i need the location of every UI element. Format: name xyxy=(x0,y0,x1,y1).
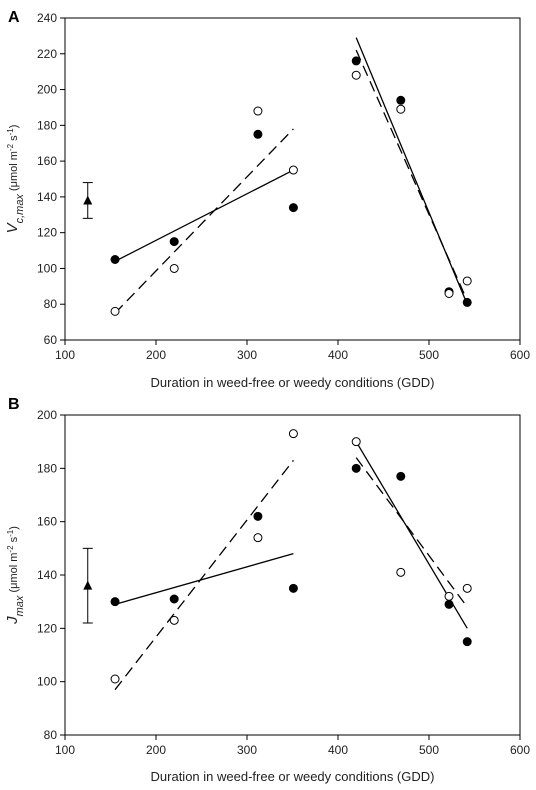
y-axis-title-part: max xyxy=(14,595,26,616)
panel-letter: B xyxy=(8,396,20,413)
point-open xyxy=(444,591,454,601)
point-filled xyxy=(462,637,472,647)
y-axis-title-part: ) xyxy=(8,526,20,530)
panel-b: 100 200 300 400 500 60080100120140160180200BD… xyxy=(4,396,530,784)
x-tick-label: 300 xyxy=(237,743,257,757)
x-tick-label: 300 xyxy=(237,348,257,362)
plot-frame xyxy=(64,414,521,736)
x-tick-label: 200 xyxy=(146,348,166,362)
point-filled xyxy=(351,463,361,473)
x-tick-label: 600 xyxy=(510,348,530,362)
point-filled xyxy=(110,597,120,607)
y-axis-title: Jmax (μmol m-2 s-1) xyxy=(4,526,26,625)
point-open xyxy=(253,106,263,116)
point-open xyxy=(110,306,120,316)
y-tick-label: 140 xyxy=(37,568,57,582)
y-tick-label: 180 xyxy=(37,461,57,475)
point-open xyxy=(462,583,472,593)
y-tick-label: 220 xyxy=(37,47,57,61)
point-filled xyxy=(288,583,298,593)
x-tick-label: 600 xyxy=(510,743,530,757)
point-filled xyxy=(169,594,179,604)
point-open xyxy=(351,70,361,80)
x-axis-title: Duration in weed-free or weedy condition… xyxy=(151,375,435,390)
reference-triangle xyxy=(83,195,93,205)
x-tick-label: 400 xyxy=(328,743,348,757)
y-axis-title-part: s xyxy=(8,135,20,144)
point-filled xyxy=(462,297,472,307)
y-tick-label: 200 xyxy=(37,408,57,422)
point-open xyxy=(351,437,361,447)
point-filled xyxy=(288,203,298,213)
point-filled xyxy=(444,599,454,609)
point-filled xyxy=(253,511,263,521)
y-axis-title-part: (μmol m xyxy=(8,151,20,194)
fit-line-solid xyxy=(114,553,294,605)
y-tick-label: 80 xyxy=(44,297,58,311)
y-axis-title-part: -2 xyxy=(6,143,15,151)
fit-line-solid xyxy=(114,169,294,262)
y-tick-label: 140 xyxy=(37,190,57,204)
x-tick-label: 500 xyxy=(419,348,439,362)
y-axis-title-part: -1 xyxy=(6,529,15,537)
y-axis-title-part: -1 xyxy=(6,128,15,136)
panel-letter: A xyxy=(8,9,20,26)
y-axis-title-part: J xyxy=(4,616,21,625)
fit-line-dashed xyxy=(114,128,294,314)
y-tick-label: 100 xyxy=(37,675,57,689)
point-open xyxy=(444,288,454,298)
y-axis-title-part: V xyxy=(4,221,21,233)
y-tick-label: 80 xyxy=(44,728,58,742)
y-axis-title-part: (μmol m xyxy=(8,553,20,596)
point-open xyxy=(169,615,179,625)
point-filled xyxy=(396,471,406,481)
point-filled xyxy=(253,129,263,139)
y-tick-label: 120 xyxy=(37,226,57,240)
point-open xyxy=(253,533,263,543)
point-open xyxy=(110,674,120,684)
fit-line-solid xyxy=(355,37,468,305)
point-open xyxy=(288,429,298,439)
x-tick-label: 100 xyxy=(55,743,75,757)
point-filled xyxy=(110,255,120,264)
y-tick-label: 60 xyxy=(44,333,58,347)
y-tick-label: 100 xyxy=(37,261,57,275)
y-axis-title-part: s xyxy=(8,536,20,545)
x-tick-label: 500 xyxy=(419,743,439,757)
x-tick-label: 400 xyxy=(328,348,348,362)
point-open xyxy=(396,567,406,577)
y-tick-label: 120 xyxy=(37,621,57,635)
y-axis-title-part: -2 xyxy=(6,545,15,553)
y-tick-label: 160 xyxy=(37,515,57,529)
y-tick-label: 200 xyxy=(37,83,57,97)
point-filled xyxy=(396,95,406,105)
x-tick-label: 200 xyxy=(146,743,166,757)
y-axis-title-part: ) xyxy=(8,125,20,129)
y-axis-title: Vc,max (μmol m-2 s-1) xyxy=(4,125,26,234)
x-tick-label: 100 xyxy=(55,348,75,362)
y-tick-label: 180 xyxy=(37,118,57,132)
point-open xyxy=(288,165,298,175)
y-tick-label: 240 xyxy=(37,11,57,25)
x-axis-title: Duration in weed-free or weedy condition… xyxy=(151,769,435,784)
point-open xyxy=(169,263,179,273)
point-filled xyxy=(169,237,179,247)
panel-a: 100 200 300 400 500 600 60 80 100 120 140 160 180 200… xyxy=(4,9,530,390)
fit-line-dashed xyxy=(355,49,468,301)
y-tick-label: 160 xyxy=(37,154,57,168)
point-filled xyxy=(351,56,361,66)
fit-line-dashed xyxy=(355,457,468,608)
plot-frame xyxy=(64,17,521,341)
fit-line-dashed xyxy=(114,459,294,691)
y-axis-title-part: c,max xyxy=(14,194,26,224)
point-open xyxy=(462,276,472,286)
reference-triangle xyxy=(83,580,93,590)
point-open xyxy=(396,104,406,114)
